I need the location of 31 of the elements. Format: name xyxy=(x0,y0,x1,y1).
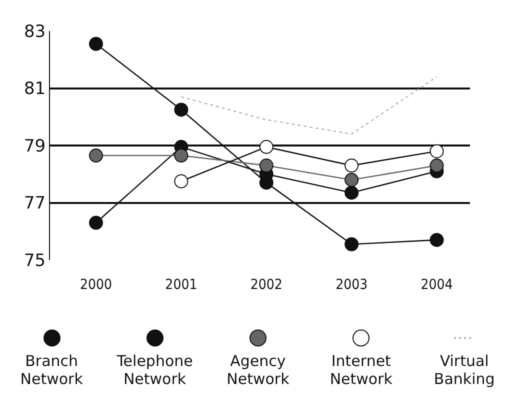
point xyxy=(89,148,103,163)
point xyxy=(430,232,444,247)
point xyxy=(174,102,188,117)
point xyxy=(344,172,359,187)
y-tick-label: 83 xyxy=(24,22,46,42)
point xyxy=(344,158,359,173)
legend-label: Branch Network xyxy=(19,352,84,388)
point xyxy=(89,36,103,51)
point xyxy=(430,144,444,158)
x-tick-label: 2003 xyxy=(336,277,368,293)
x-tick-label: 2000 xyxy=(80,277,112,293)
point xyxy=(430,158,444,173)
point xyxy=(259,158,274,173)
y-tick-label: 79 xyxy=(24,136,46,156)
legend-label: Telephone Network xyxy=(116,352,194,388)
y-tick-label: 75 xyxy=(24,250,46,271)
y-tick-label: 81 xyxy=(24,79,46,100)
legend-label: Agency Network xyxy=(226,352,290,388)
point xyxy=(174,148,188,163)
x-tick-label: 2001 xyxy=(165,277,198,293)
x-tick-label: 2004 xyxy=(420,277,453,293)
legend-label: Internet Network xyxy=(328,352,394,388)
point xyxy=(344,186,359,200)
y-tick-label: 77 xyxy=(24,194,46,214)
legend-label: Virtual Banking xyxy=(432,352,496,388)
point xyxy=(89,216,103,230)
x-tick-label: 2002 xyxy=(250,277,282,293)
line-series xyxy=(180,76,438,135)
point xyxy=(344,237,359,252)
point xyxy=(174,174,188,188)
point xyxy=(259,140,274,154)
